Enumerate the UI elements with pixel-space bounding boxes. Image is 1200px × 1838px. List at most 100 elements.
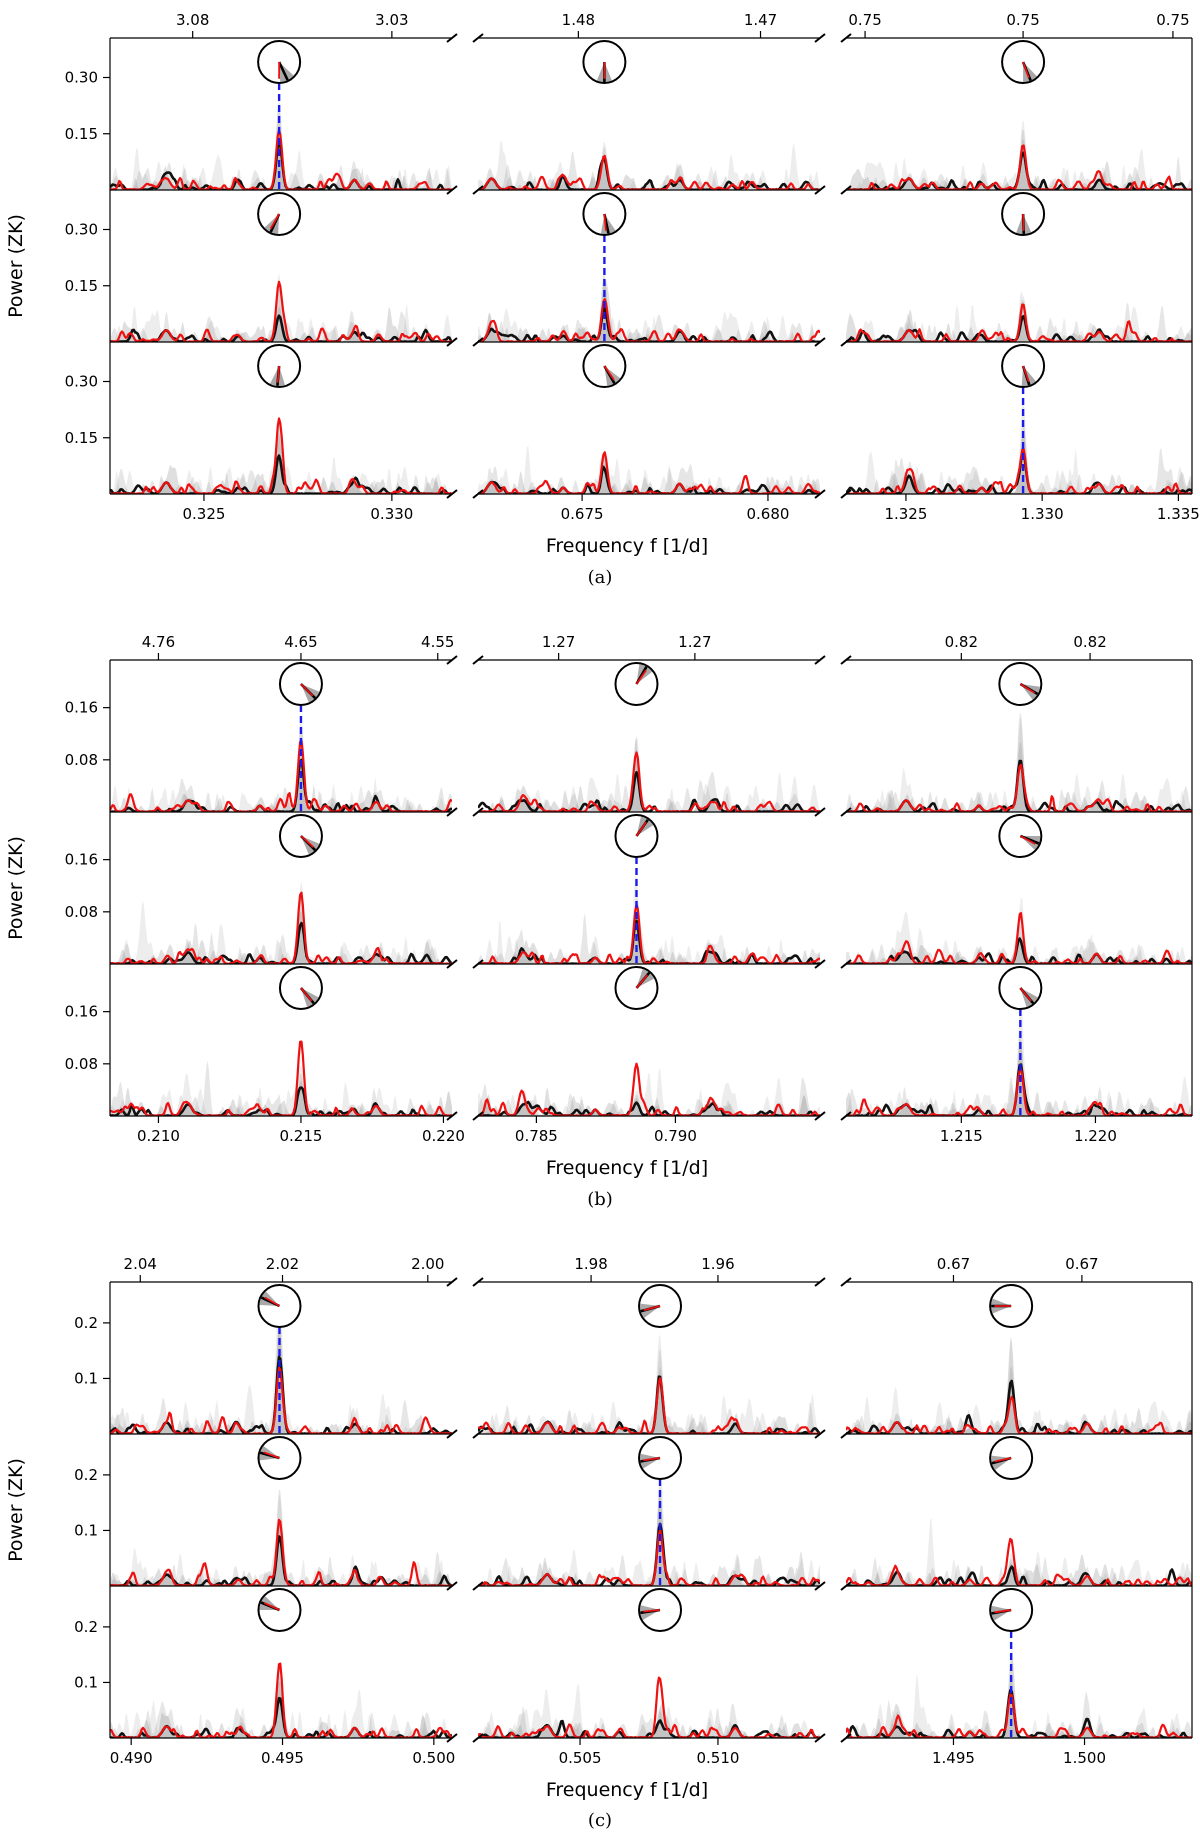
axis-break-mark <box>446 337 458 347</box>
bottom-tick-label: 1.335 <box>1157 505 1200 523</box>
axis-break-mark <box>840 959 852 969</box>
bottom-tick-label: 1.215 <box>940 1127 983 1145</box>
axis-break-mark <box>840 655 852 665</box>
band-layer <box>846 992 1192 1116</box>
phase-uncertainty-wedge <box>640 1453 661 1469</box>
bottom-tick-label: 0.490 <box>110 1749 153 1767</box>
column-3: 0.82 0.82 1.215 1.220 <box>840 633 1193 1145</box>
bottom-tick-label: 0.510 <box>696 1749 739 1767</box>
phase-dial <box>614 662 659 706</box>
band-layer <box>478 1469 820 1586</box>
phase-dial <box>638 1588 683 1632</box>
band-layer <box>110 282 452 342</box>
top-tick-label: 1.47 <box>744 11 777 29</box>
phase-dial <box>278 966 323 1010</box>
band-layer <box>110 1060 452 1116</box>
panel-r2-c1: 0.2 0.1 <box>74 1436 458 1591</box>
band-layer <box>478 738 820 812</box>
top-tick-label: 2.04 <box>124 1255 157 1273</box>
axis-break-mark <box>814 489 826 499</box>
phase-dial <box>1001 344 1046 388</box>
column-1: 4.76 4.65 4.550.210 0.215 0.2200.160.080.160… <box>65 633 465 1145</box>
phase-dial <box>257 192 302 236</box>
axis-break-mark <box>814 1429 826 1439</box>
simulated-band <box>478 735 820 812</box>
bottom-tick-label: 0.330 <box>370 505 413 523</box>
observed-line <box>846 303 1192 342</box>
phase-dial <box>278 662 323 706</box>
phase-dial <box>638 1284 683 1328</box>
axis-break-mark <box>814 655 826 665</box>
observed-phase-needle <box>635 821 647 837</box>
axis-break-mark <box>446 1429 458 1439</box>
simulated-band <box>110 273 452 342</box>
bottom-tick-label: 0.495 <box>261 1749 304 1767</box>
bottom-tick-label: 1.220 <box>1074 1127 1117 1145</box>
y-tick-label: 0.15 <box>65 277 98 295</box>
y-tick-label: 0.08 <box>65 1055 98 1073</box>
axis-break-mark <box>472 1429 484 1439</box>
simulated-band <box>478 1334 820 1434</box>
axis-break-mark <box>446 959 458 969</box>
band-layer <box>478 154 820 190</box>
top-tick-label: 1.27 <box>542 633 575 651</box>
band-layer <box>110 881 452 964</box>
axis-break-mark <box>446 1111 458 1121</box>
band-layer <box>478 1486 820 1586</box>
y-tick-label: 0.30 <box>65 69 98 87</box>
bottom-tick-label: 1.325 <box>884 505 927 523</box>
panel-r2-c1: 0.16 0.08 <box>65 814 458 969</box>
observed-phase-needle <box>1022 61 1030 79</box>
observed-phase-needle <box>263 1602 280 1611</box>
observed-phase-needle <box>1019 835 1036 845</box>
phase-uncertainty-wedge <box>1023 62 1037 83</box>
y-tick-label: 0.2 <box>74 1314 98 1332</box>
top-tick-label: 0.75 <box>848 11 881 29</box>
axis-break-mark <box>814 1581 826 1591</box>
axis-break-mark <box>814 959 826 969</box>
axis-break-mark <box>472 807 484 817</box>
phase-dial <box>1001 40 1046 84</box>
phase-dial <box>614 966 659 1010</box>
phase-dial <box>998 662 1043 706</box>
y-tick-label: 0.1 <box>74 1521 98 1539</box>
band-layer <box>846 1366 1192 1434</box>
observed-phase-needle <box>603 365 615 381</box>
observed-line <box>846 763 1192 812</box>
panel-r2-c2 <box>472 814 826 969</box>
panel-r3-c3 <box>840 1588 1192 1743</box>
x-axis-label: Frequency f [1/d] <box>546 535 708 557</box>
simulated-median-line <box>110 1535 452 1586</box>
figure-b: Power (ZK) Frequency f [1/d] (b) 4.76 4.65 4.… <box>5 633 1193 1210</box>
bottom-tick-label: 0.680 <box>746 505 789 523</box>
top-tick-label: 3.08 <box>176 11 209 29</box>
axis-break-mark <box>840 807 852 817</box>
top-tick-label: 4.65 <box>284 633 317 651</box>
axis-break-mark <box>840 1733 852 1743</box>
band-layer <box>478 898 820 964</box>
y-tick-label: 0.16 <box>65 699 98 717</box>
bottom-tick-label: 0.505 <box>559 1749 602 1767</box>
panel-r1-c2 <box>472 655 826 817</box>
observed-line <box>846 144 1192 190</box>
bottom-tick-label: 0.500 <box>412 1749 455 1767</box>
band-layer <box>478 1077 820 1116</box>
axis-break-mark <box>446 33 458 43</box>
y-tick-label: 0.30 <box>65 373 98 391</box>
axis-break-mark <box>814 33 826 43</box>
axis-break-mark <box>472 1111 484 1121</box>
simulated-band <box>478 445 820 494</box>
axis-break-mark <box>472 1581 484 1591</box>
axis-break-mark <box>446 185 458 195</box>
band-layer <box>846 924 1192 964</box>
top-tick-label: 3.03 <box>375 11 408 29</box>
observed-line <box>478 903 820 964</box>
bottom-tick-label: 0.325 <box>182 505 225 523</box>
panel-r3-c3 <box>840 966 1192 1121</box>
panel-r2-c2 <box>472 1436 826 1591</box>
phase-dial <box>989 1588 1034 1632</box>
y-axis-label: Power (ZK) <box>5 1458 27 1562</box>
simulated-band <box>110 1060 452 1116</box>
top-tick-label: 1.27 <box>678 633 711 651</box>
